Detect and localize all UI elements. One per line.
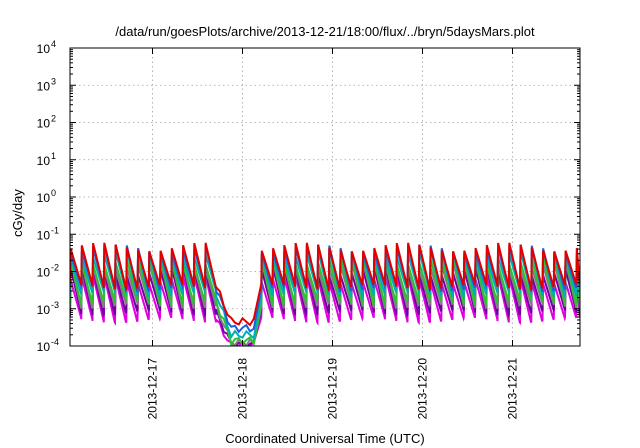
y-tick-exponent: 3 xyxy=(51,76,56,86)
y-tick-label: 10 xyxy=(37,191,51,205)
y-tick-exponent: -4 xyxy=(51,337,59,347)
x-tick-label: 2013-12-19 xyxy=(326,358,340,420)
y-axis-label: cGy/day xyxy=(10,189,25,237)
y-tick-exponent: -2 xyxy=(51,263,59,273)
y-tick-label: 10 xyxy=(37,154,51,168)
y-tick-label: 10 xyxy=(37,79,51,93)
x-tick-label: 2013-12-18 xyxy=(236,358,250,420)
x-tick-label: 2013-12-21 xyxy=(506,358,520,420)
y-tick-label: 10 xyxy=(37,42,51,56)
y-tick-label: 10 xyxy=(37,340,51,354)
y-tick-exponent: 1 xyxy=(51,151,56,161)
series-line xyxy=(70,242,580,327)
x-axis-label: Coordinated Universal Time (UTC) xyxy=(225,431,424,446)
y-tick-label: 10 xyxy=(37,303,51,317)
chart-title: /data/run/goesPlots/archive/2013-12-21/1… xyxy=(115,24,535,39)
y-tick-label: 10 xyxy=(37,117,51,131)
x-tick-label: 2013-12-20 xyxy=(416,358,430,420)
y-tick-label: 10 xyxy=(37,228,51,242)
series-layer xyxy=(70,242,580,346)
x-tick-label: 2013-12-17 xyxy=(146,358,160,420)
y-tick-label: 10 xyxy=(37,266,51,280)
y-tick-exponent: 0 xyxy=(51,188,56,198)
y-tick-exponent: 2 xyxy=(51,114,56,124)
y-tick-exponent: -3 xyxy=(51,300,59,310)
y-tick-exponent: 4 xyxy=(51,39,56,49)
y-tick-exponent: -1 xyxy=(51,225,59,235)
